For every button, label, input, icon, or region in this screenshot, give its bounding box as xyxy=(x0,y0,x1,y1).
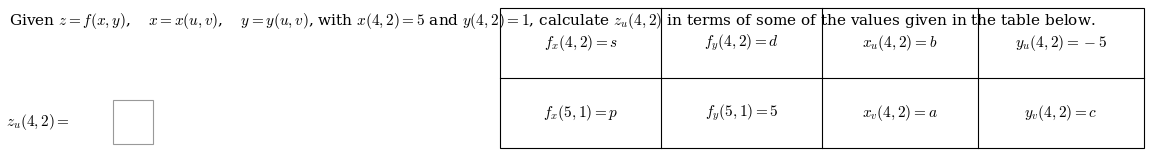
Text: $y_u(4, 2) = -5$: $y_u(4, 2) = -5$ xyxy=(1015,33,1106,53)
Text: Given $z = f(x, y)$,  $\;$ $x = x(u, v)$, $\;$  $y = y(u, v)$, with $x(4, 2) = 5: Given $z = f(x, y)$, $\;$ $x = x(u, v)$,… xyxy=(9,11,1096,31)
Text: $y_v(4, 2) = c$: $y_v(4, 2) = c$ xyxy=(1025,103,1097,123)
Text: $x_u(4, 2) = b$: $x_u(4, 2) = b$ xyxy=(862,33,937,53)
Text: $f_x(5, 1) = p$: $f_x(5, 1) = p$ xyxy=(543,103,619,123)
Text: $f_y(5, 1) = 5$: $f_y(5, 1) = 5$ xyxy=(705,103,779,123)
Text: $z_u(4, 2) =$: $z_u(4, 2) =$ xyxy=(6,112,70,132)
Text: $f_x(4, 2) = s$: $f_x(4, 2) = s$ xyxy=(544,33,618,53)
Text: $f_y(4, 2) = d$: $f_y(4, 2) = d$ xyxy=(704,33,780,53)
Bar xyxy=(113,100,153,144)
Bar xyxy=(500,8,1144,148)
Text: $x_v(4, 2) = a$: $x_v(4, 2) = a$ xyxy=(862,103,937,123)
